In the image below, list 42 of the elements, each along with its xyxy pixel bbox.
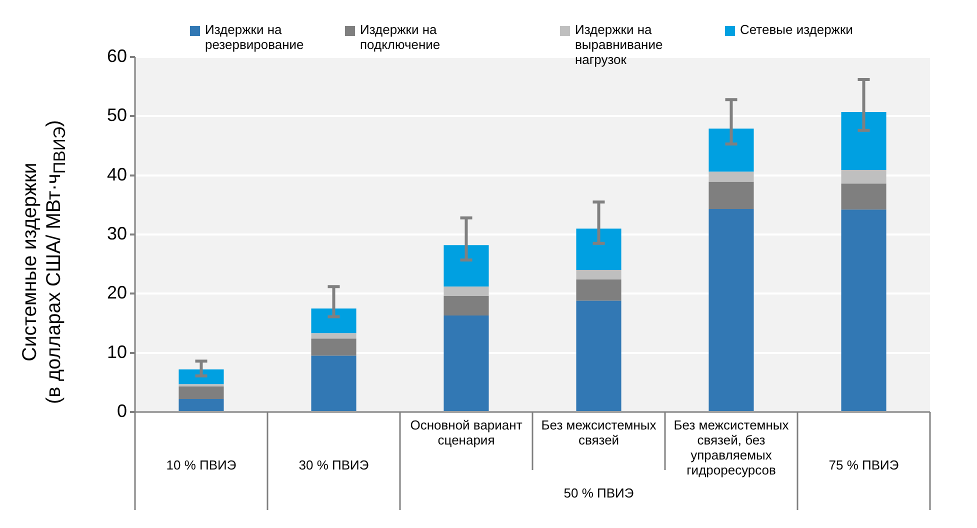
bar bbox=[708, 209, 754, 411]
bar bbox=[444, 316, 489, 411]
text: 50 % ПВИЭ bbox=[564, 486, 634, 501]
x-tick-label: Основной вариант сценария bbox=[410, 418, 522, 448]
bar bbox=[311, 333, 356, 339]
bar bbox=[708, 128, 754, 172]
y-tick-label: 20 bbox=[106, 282, 127, 303]
legend-label: Сетевые издержки bbox=[740, 22, 853, 37]
x-tick-label: 10 % ПВИЭ bbox=[166, 458, 236, 473]
bar bbox=[708, 172, 754, 182]
bar bbox=[444, 296, 489, 316]
bar bbox=[311, 338, 356, 356]
bar bbox=[311, 356, 356, 411]
bar bbox=[841, 170, 886, 184]
y-tick-label: 40 bbox=[106, 164, 127, 184]
x-tick-label: 30 % ПВИЭ bbox=[298, 458, 369, 473]
x-tick-label: 75 % ПВИЭ bbox=[828, 458, 899, 473]
bar bbox=[576, 270, 622, 280]
bar bbox=[576, 228, 622, 270]
y-tick-label: 60 bbox=[106, 46, 127, 66]
bar bbox=[178, 369, 224, 384]
legend-label: Издержки на подключение bbox=[360, 22, 442, 52]
legend-label: Издержки на резервирование bbox=[205, 22, 305, 52]
x-tick-label: Без межсистемных связей, без управляемых гидроресурсов bbox=[674, 418, 790, 478]
bar bbox=[444, 286, 489, 296]
bar bbox=[178, 384, 224, 387]
legend-label: Издержки на выравнивание нагрузок bbox=[575, 22, 664, 67]
y-tick-label: 0 bbox=[116, 400, 127, 421]
bar bbox=[576, 279, 622, 301]
bar bbox=[841, 210, 886, 411]
bar bbox=[708, 182, 754, 210]
bar bbox=[178, 398, 224, 411]
y-tick-label: 10 bbox=[106, 342, 127, 362]
y-tick-label: 30 bbox=[106, 223, 127, 244]
bar bbox=[178, 386, 224, 399]
y-tick-label: 50 bbox=[106, 105, 127, 126]
bar bbox=[444, 245, 489, 287]
bar bbox=[311, 308, 356, 334]
bar bbox=[576, 300, 622, 411]
x-tick-label: Без межсистемных связей bbox=[541, 418, 657, 448]
bar bbox=[841, 112, 886, 170]
bar bbox=[841, 184, 886, 210]
